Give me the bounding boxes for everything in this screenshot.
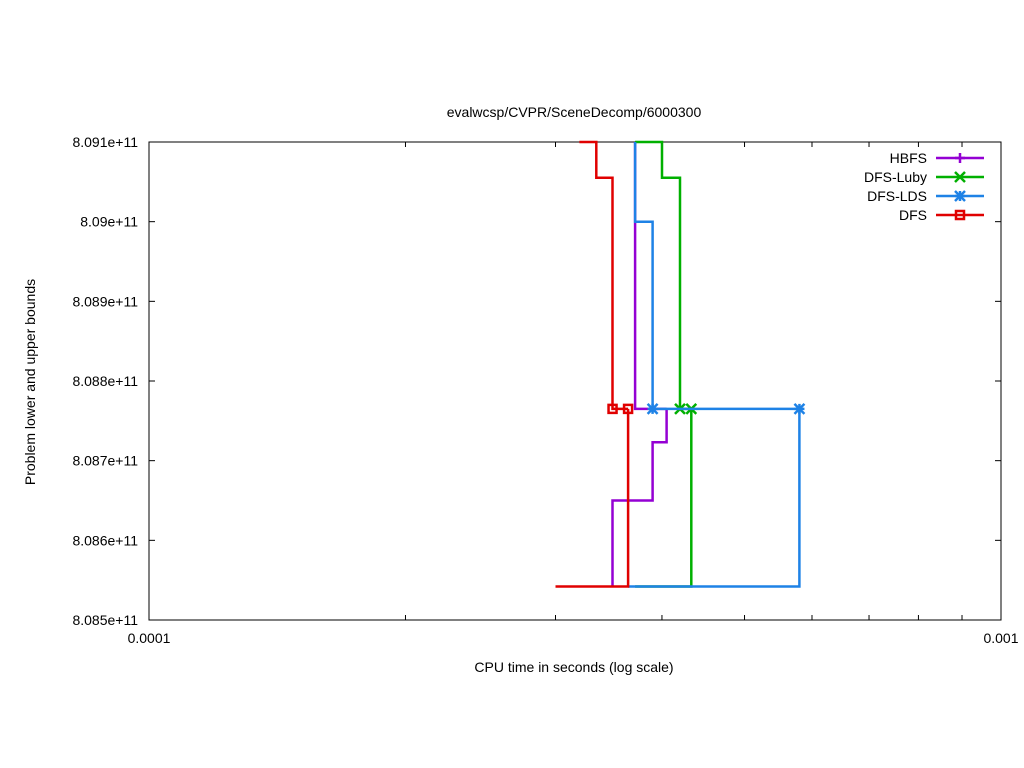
series-dfs-lds-point bbox=[793, 402, 806, 415]
x-tick-label: 0.0001 bbox=[128, 630, 171, 646]
series-hbfs-upper-bound bbox=[633, 142, 667, 411]
series-dfs-upper-bound bbox=[579, 140, 629, 411]
legend-label: HBFS bbox=[890, 150, 927, 166]
plot-area bbox=[555, 140, 806, 588]
series-dfs-lower-bound bbox=[555, 408, 630, 588]
x-axis-label: CPU time in seconds (log scale) bbox=[474, 659, 673, 675]
y-tick-label: 8.085e+11 bbox=[72, 612, 138, 628]
plot-frame bbox=[148, 141, 1002, 621]
legend: HBFS DFS-Luby DFS-LDS DFS bbox=[864, 150, 984, 223]
series-dfs-lds-point bbox=[646, 402, 659, 415]
legend-entry-hbfs: HBFS bbox=[890, 150, 984, 166]
legend-marker bbox=[955, 153, 965, 163]
series-dfs-luby-upper-bound bbox=[635, 140, 692, 411]
series-hbfs bbox=[611, 142, 668, 587]
legend-marker bbox=[954, 209, 966, 221]
series-dfs-luby bbox=[635, 140, 698, 588]
legend-label: DFS-Luby bbox=[864, 169, 927, 185]
series-dfs-luby-lower-bound bbox=[635, 408, 693, 588]
chart-title: evalwcsp/CVPR/SceneDecomp/6000300 bbox=[447, 104, 702, 120]
legend-entry-dfs-lds: DFS-LDS bbox=[867, 188, 984, 204]
series-dfs-lds-upper-bound bbox=[633, 142, 800, 411]
y-tick-label: 8.09e+11 bbox=[80, 214, 138, 230]
legend-entry-dfs-luby: DFS-Luby bbox=[864, 169, 984, 185]
series-dfs-lds bbox=[628, 142, 806, 588]
y-tick-label: 8.089e+11 bbox=[72, 293, 138, 309]
legend-entry-dfs: DFS bbox=[899, 207, 984, 223]
legend-marker bbox=[954, 171, 966, 183]
y-axis-label: Problem lower and upper bounds bbox=[22, 279, 38, 485]
y-tick-label: 8.087e+11 bbox=[72, 453, 138, 469]
legend-label: DFS bbox=[899, 207, 927, 223]
x-tick-label: 0.001 bbox=[983, 630, 1018, 646]
series-dfs-point bbox=[607, 403, 618, 415]
y-tick-label: 8.088e+11 bbox=[72, 373, 138, 389]
axes: 8.085e+11 8.086e+11 8.087e+11 8.088e+11 8.08… bbox=[72, 134, 1018, 646]
series-dfs-point bbox=[622, 403, 634, 415]
series-dfs bbox=[555, 140, 634, 588]
series-hbfs-lower-bound bbox=[611, 408, 668, 587]
y-tick-label: 8.086e+11 bbox=[72, 532, 138, 548]
y-tick-label: 8.091e+11 bbox=[72, 134, 138, 150]
series-dfs-lds-lower-bound bbox=[628, 408, 801, 588]
legend-label: DFS-LDS bbox=[867, 188, 927, 204]
legend-marker bbox=[954, 190, 966, 202]
